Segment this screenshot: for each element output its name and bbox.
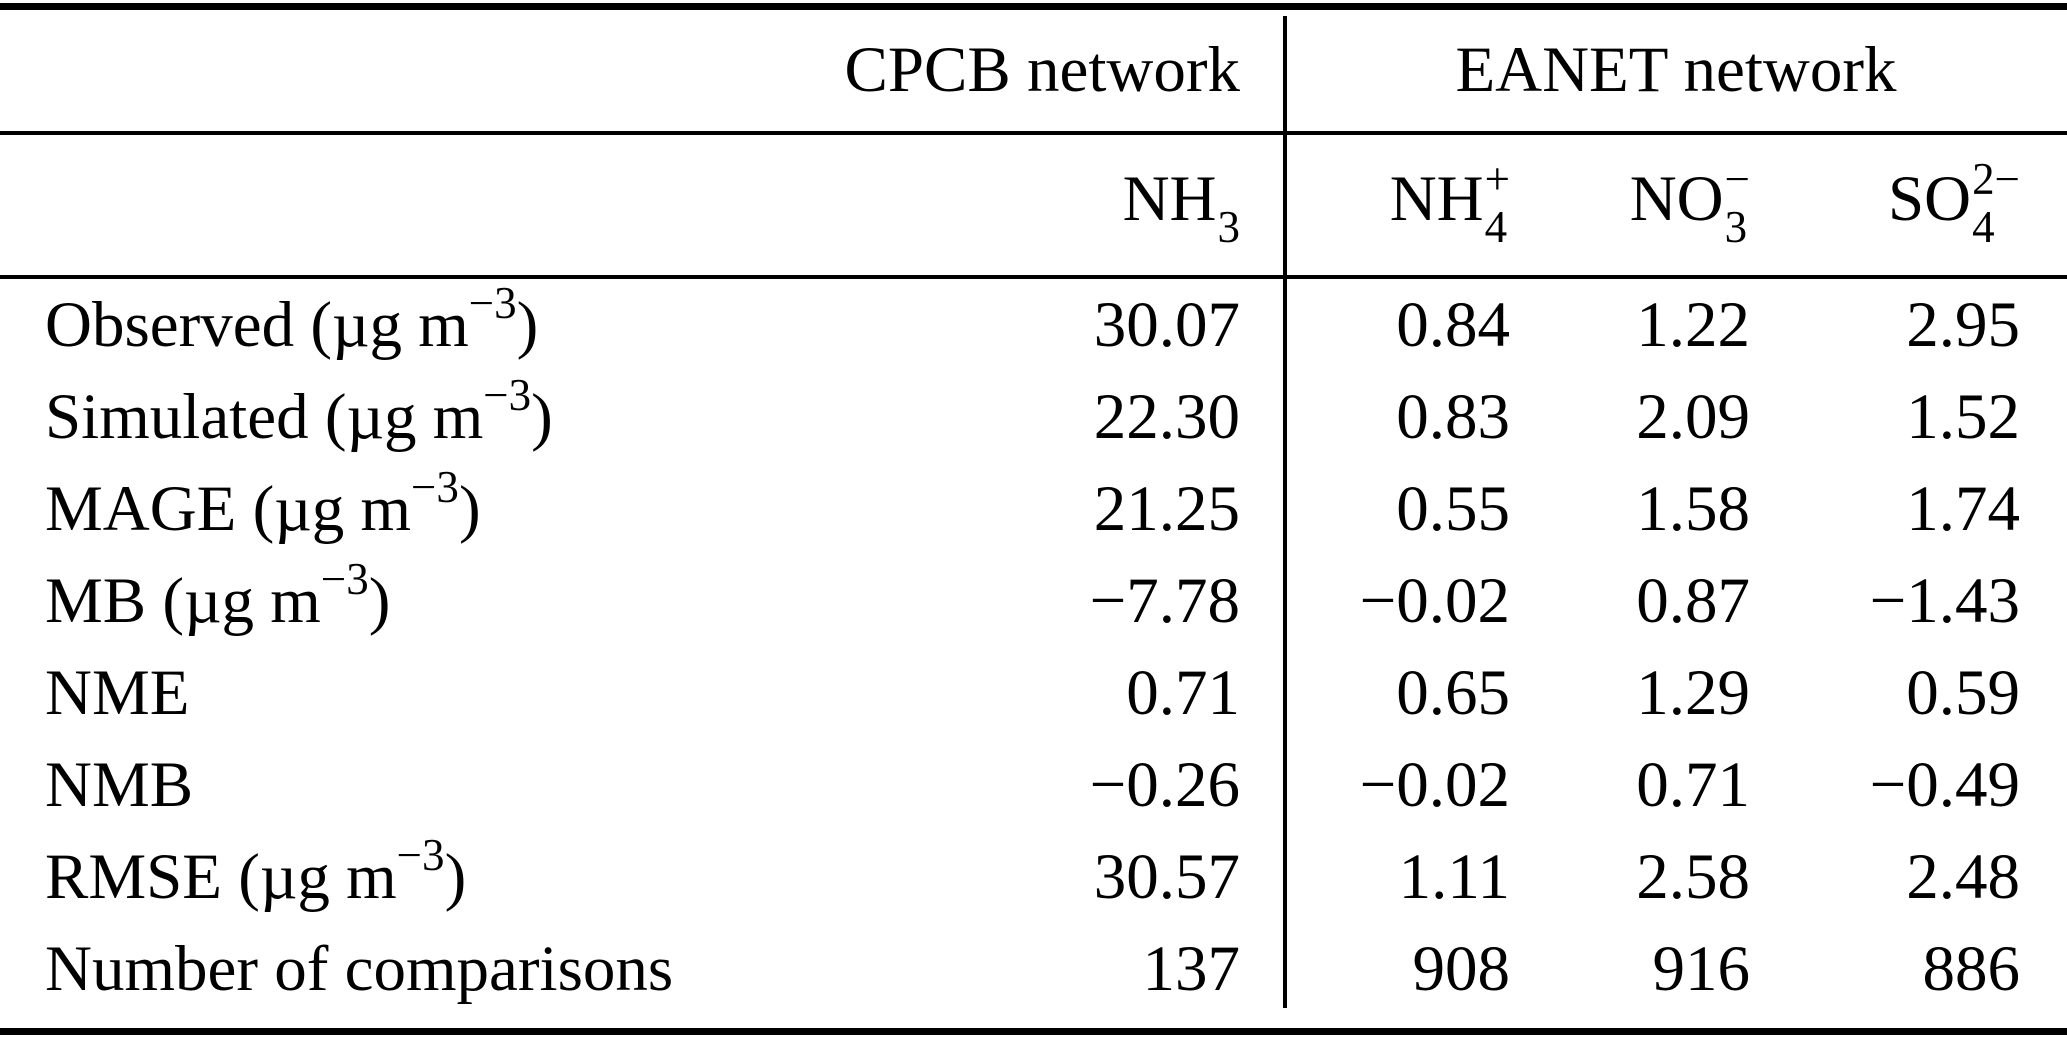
body-divider-rule — [0, 275, 2067, 279]
network-group-header-row: CPCB network EANET network — [0, 10, 2067, 131]
row-label: RMSE (µg m−3) — [45, 829, 467, 913]
value-nh4: −0.02 — [1359, 564, 1510, 637]
value-no3: 2.58 — [1636, 840, 1750, 913]
species-header-so4: SO 2− 4 — [1888, 154, 2020, 252]
value-nh4: 0.84 — [1396, 288, 1510, 361]
value-no3: 1.22 — [1636, 288, 1750, 361]
group-header-eanet: EANET network — [1455, 34, 1897, 106]
row-label: Simulated (µg m−3) — [45, 369, 553, 453]
table-row-mage: MAGE (µg m−3) 21.25 0.55 1.58 1.74 — [0, 463, 2067, 555]
column-divider-rule — [1283, 16, 1287, 1008]
species-header-row: NH 3 NH +4 NO −3 SO 2− 4 — [0, 135, 2067, 275]
species-header-no3: NO −3 — [1629, 154, 1750, 252]
value-no3: 1.58 — [1636, 472, 1750, 545]
table-row-observed: Observed (µg m−3) 30.07 0.84 1.22 2.95 — [0, 279, 2067, 371]
no3-subsup: −3 — [1724, 154, 1750, 252]
value-so4: 886 — [1922, 932, 2021, 1005]
row-label: NME — [45, 656, 190, 729]
species-header-nh4: NH +4 — [1389, 154, 1510, 252]
species-header-nh3: NH 3 — [1005, 157, 1285, 253]
table-body: Observed (µg m−3) 30.07 0.84 1.22 2.95 S… — [0, 279, 2067, 1015]
value-nh3: 0.71 — [1126, 656, 1240, 729]
value-so4: −1.43 — [1869, 564, 2020, 637]
value-nh4: 0.83 — [1396, 380, 1510, 453]
value-so4: 0.59 — [1906, 656, 2020, 729]
table-row-rmse: RMSE (µg m−3) 30.57 1.11 2.58 2.48 — [0, 831, 2067, 923]
row-label: MB (µg m−3) — [45, 553, 391, 637]
value-no3: 916 — [1652, 932, 1751, 1005]
value-nh3: −7.78 — [1089, 564, 1240, 637]
table-bottom-rule — [0, 1028, 2067, 1035]
value-so4: 2.95 — [1906, 288, 2020, 361]
table-row-nmb: NMB −0.26 −0.02 0.71 −0.49 — [0, 739, 2067, 831]
value-no3: 2.09 — [1636, 380, 1750, 453]
value-so4: 2.48 — [1906, 840, 2020, 913]
value-so4: 1.52 — [1906, 380, 2020, 453]
value-nh4: −0.02 — [1359, 748, 1510, 821]
value-nh3: 137 — [1142, 932, 1241, 1005]
row-label: NMB — [45, 748, 194, 821]
value-no3: 1.29 — [1636, 656, 1750, 729]
value-nh3: 21.25 — [1093, 472, 1240, 545]
value-no3: 0.71 — [1636, 748, 1750, 821]
table-row-nme: NME 0.71 0.65 1.29 0.59 — [0, 647, 2067, 739]
table-row-simulated: Simulated (µg m−3) 22.30 0.83 2.09 1.52 — [0, 371, 2067, 463]
table-top-rule — [0, 3, 2067, 10]
value-nh4: 908 — [1412, 932, 1511, 1005]
value-so4: −0.49 — [1869, 748, 2020, 821]
value-nh4: 0.65 — [1396, 656, 1510, 729]
value-so4: 1.74 — [1906, 472, 2020, 545]
value-nh3: 22.30 — [1093, 380, 1240, 453]
value-nh4: 0.55 — [1396, 472, 1510, 545]
row-label: Observed (µg m−3) — [45, 277, 539, 361]
nh3-subsup: 3 — [1217, 202, 1241, 252]
table-row-mb: MB (µg m−3) −7.78 −0.02 0.87 −1.43 — [0, 555, 2067, 647]
group-header-cpcb: CPCB network — [844, 34, 1240, 106]
value-nh3: 30.57 — [1093, 840, 1240, 913]
value-nh3: −0.26 — [1089, 748, 1240, 821]
value-no3: 0.87 — [1636, 564, 1750, 637]
nh4-subsup: +4 — [1484, 154, 1510, 252]
table-row-comparisons: Number of comparisons 137 908 916 886 — [0, 923, 2067, 1015]
row-label: MAGE (µg m−3) — [45, 461, 481, 545]
so4-subsup: 2− 4 — [1972, 154, 2020, 252]
value-nh3: 30.07 — [1093, 288, 1240, 361]
row-label: Number of comparisons — [45, 932, 674, 1005]
header-divider-rule — [0, 131, 2067, 135]
value-nh4: 1.11 — [1398, 840, 1510, 913]
